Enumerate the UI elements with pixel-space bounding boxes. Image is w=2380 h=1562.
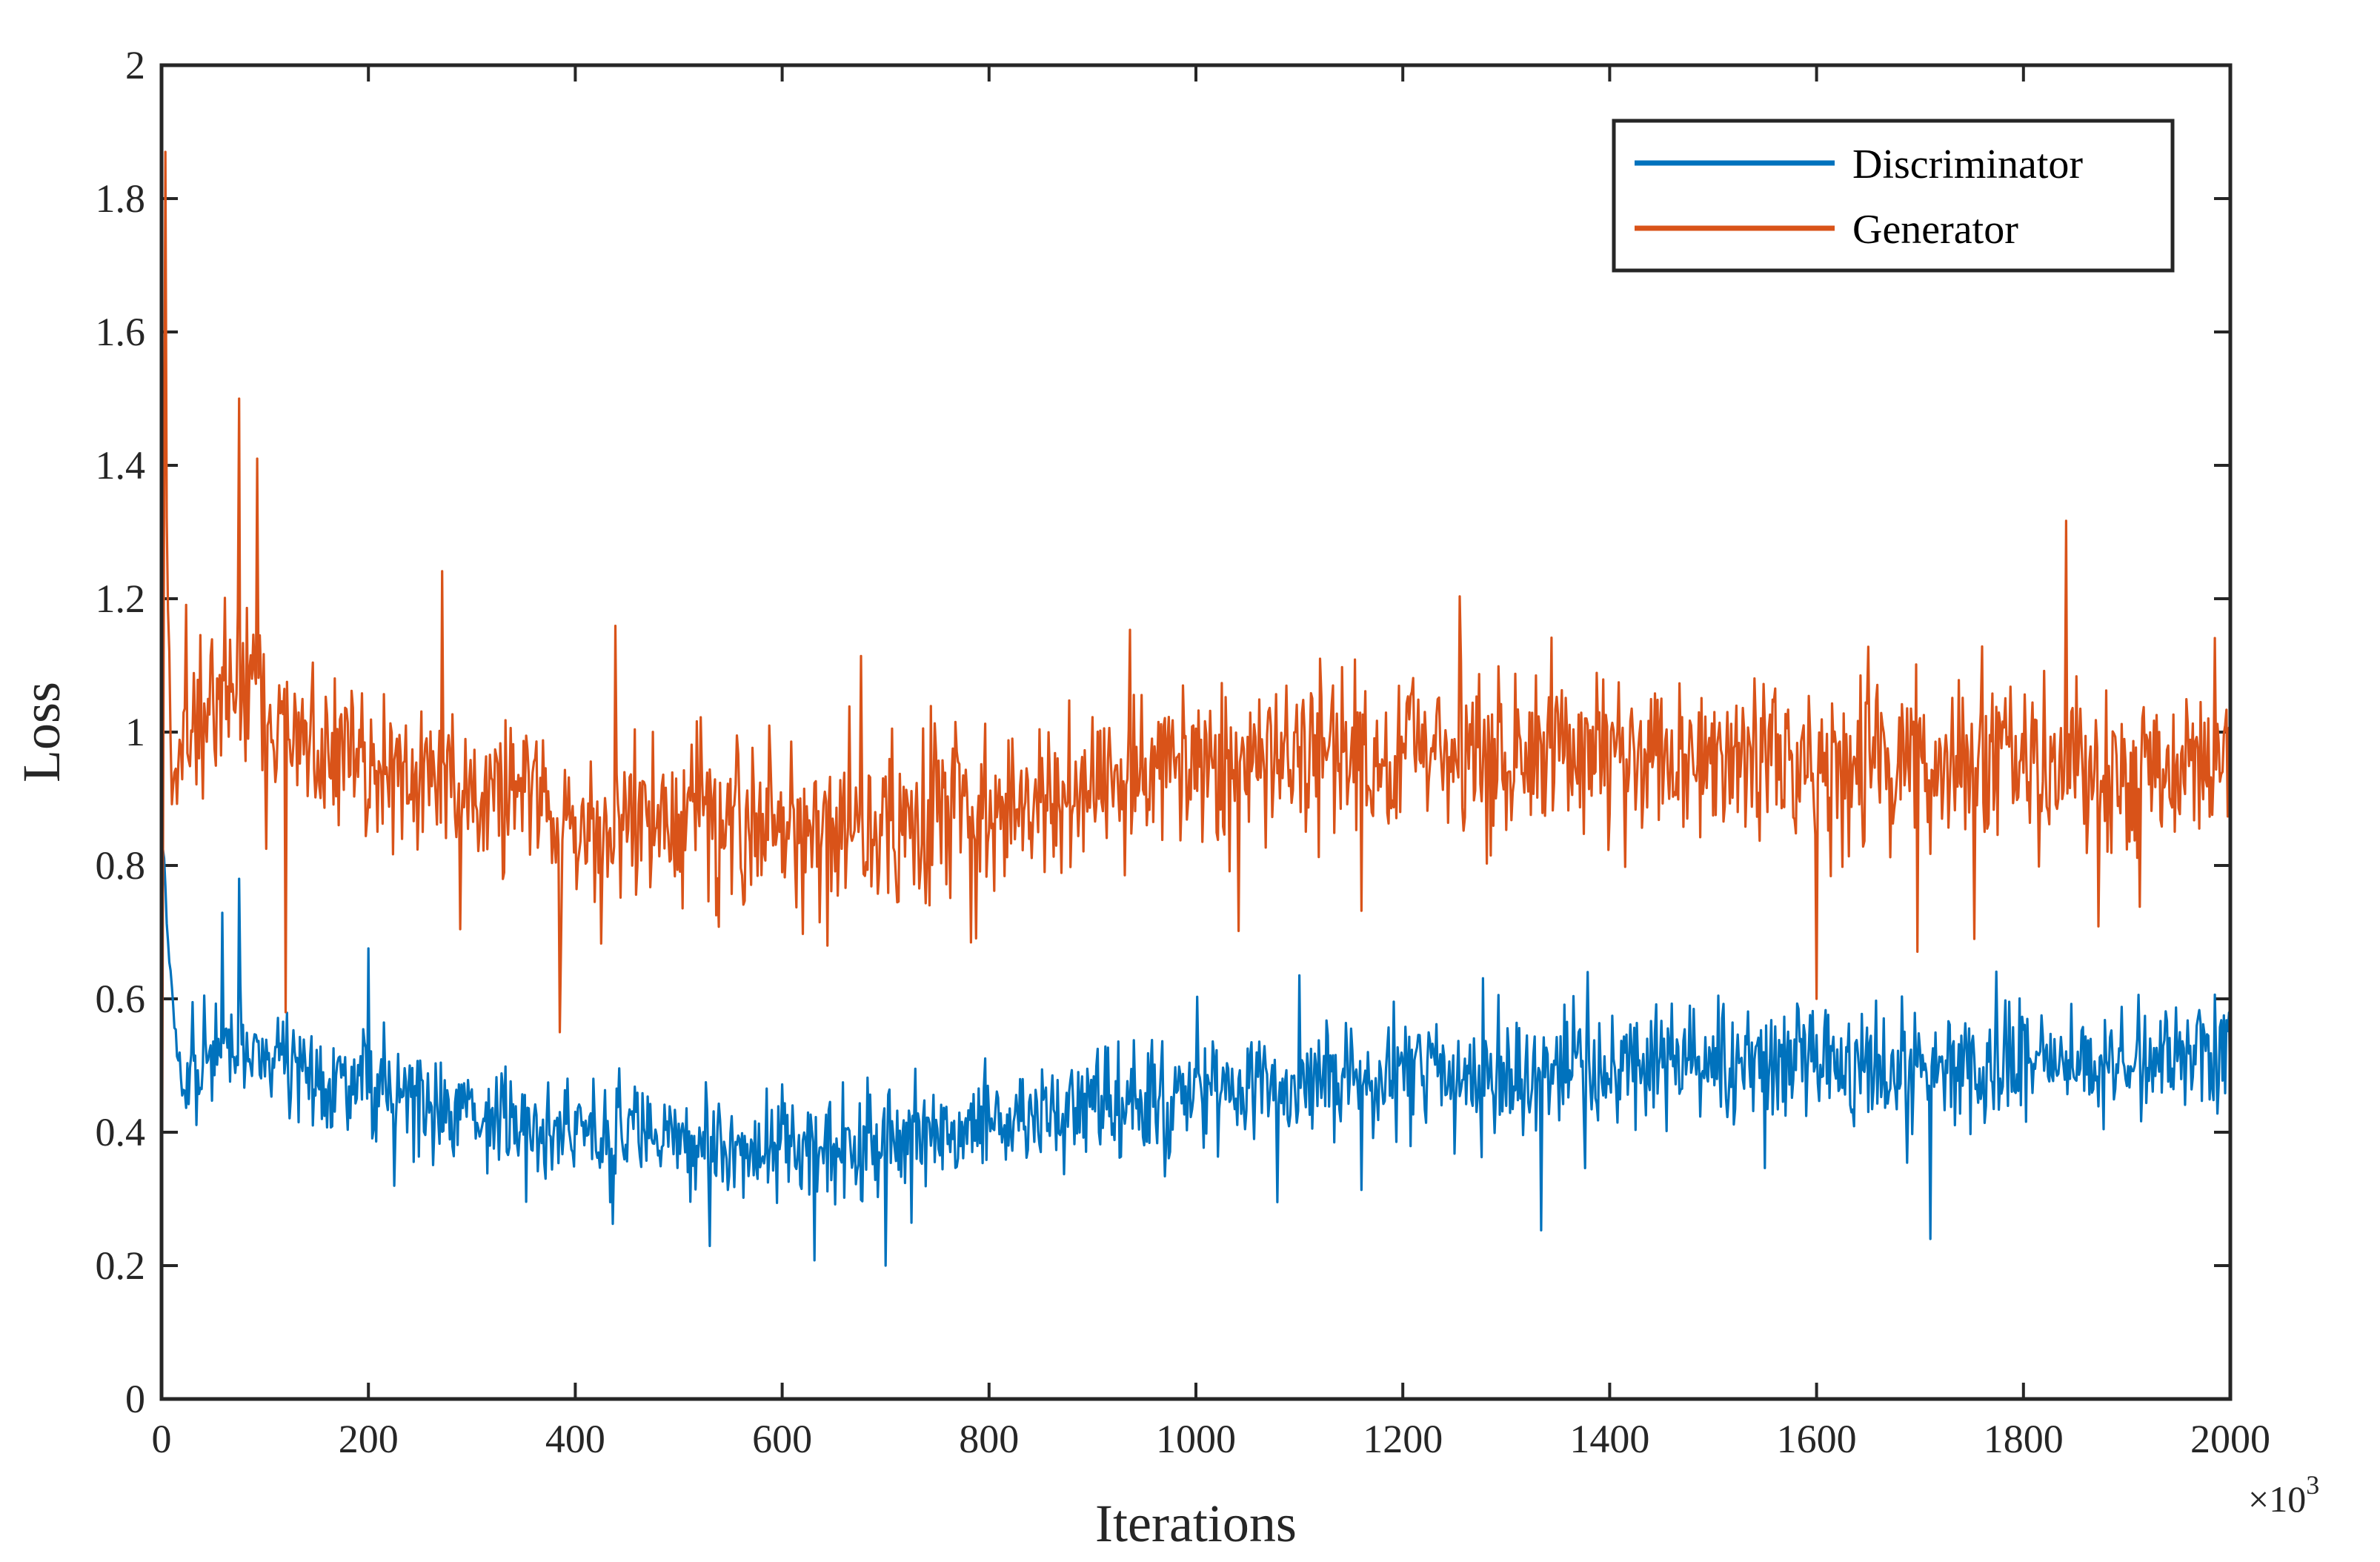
- x-tick-label: 1000: [1156, 1417, 1236, 1461]
- x-axis-exponent: ×103: [2248, 1470, 2319, 1520]
- x-tick-label: 600: [752, 1417, 812, 1461]
- x-tick-label: 1200: [1363, 1417, 1443, 1461]
- series-line-discriminator: [160, 802, 2232, 1267]
- plot-frame: [159, 63, 2233, 1401]
- y-axis-title: Loss: [12, 682, 71, 782]
- y-tick-label: 1: [125, 710, 145, 754]
- x-tick-label: 0: [152, 1417, 172, 1461]
- legend-box: [1612, 119, 2175, 273]
- y-tick-label: 1.6: [96, 310, 146, 354]
- legend-label-discriminator: Discriminator: [1852, 142, 2083, 187]
- y-tick-label: 0.6: [96, 977, 146, 1021]
- y-tick-label: 2: [125, 43, 145, 87]
- x-tick-label: 400: [545, 1417, 605, 1461]
- x-axis-title: Iterations: [1095, 1494, 1297, 1553]
- x-tick-label: 1400: [1569, 1417, 1649, 1461]
- labels-layer: 0 200 400 600 800 1000 1200 1400 1600 1800 2000 0 0.…: [96, 43, 2271, 1461]
- x-tick-label: 800: [959, 1417, 1019, 1461]
- series-layer: [160, 150, 2232, 1345]
- x-axis-exponent-power: 3: [2306, 1470, 2319, 1500]
- y-tick-label: 0.4: [96, 1110, 146, 1154]
- y-tick-label: 1.8: [96, 176, 146, 221]
- legend: Discriminator Generator: [1612, 119, 2175, 273]
- x-tick-label: 1600: [1777, 1417, 1857, 1461]
- y-tick-label: 0: [125, 1377, 145, 1421]
- y-tick-label: 1.4: [96, 443, 146, 488]
- y-tick-label: 0.8: [96, 843, 146, 888]
- x-tick-label: 200: [339, 1417, 399, 1461]
- x-axis-exponent-base: ×10: [2248, 1478, 2306, 1520]
- y-tick-label: 0.2: [96, 1243, 146, 1288]
- series-line-generator: [160, 150, 2232, 1345]
- legend-label-generator: Generator: [1852, 207, 2018, 253]
- x-tick-label: 1800: [1984, 1417, 2064, 1461]
- x-tick-label: 2000: [2190, 1417, 2270, 1461]
- y-tick-label: 1.2: [96, 576, 146, 621]
